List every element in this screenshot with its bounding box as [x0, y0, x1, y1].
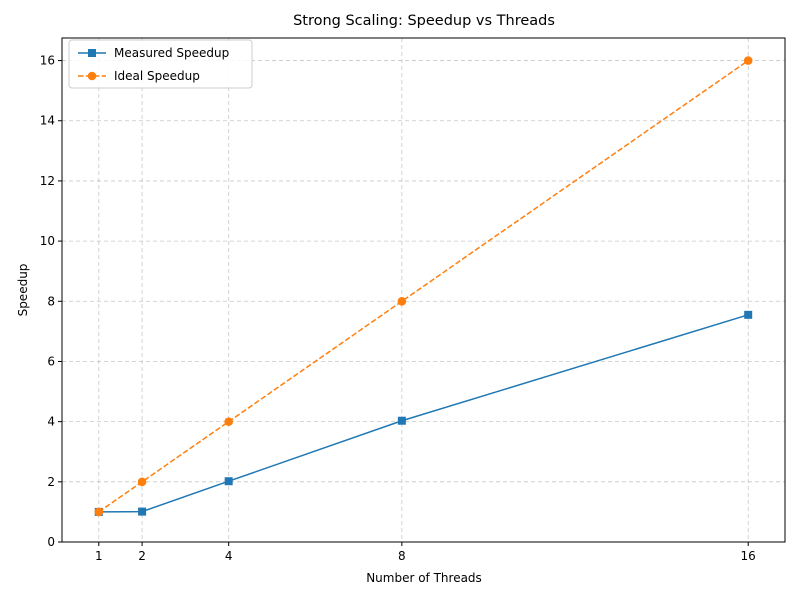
data-point-ideal-speedup	[94, 507, 104, 517]
legend-marker-ideal	[87, 71, 97, 81]
x-tick-label: 1	[95, 549, 103, 563]
x-tick-label: 2	[138, 549, 146, 563]
data-point-ideal-speedup	[743, 56, 753, 65]
y-tick-label: 14	[40, 114, 55, 128]
x-axis-title: Number of Threads	[366, 571, 482, 585]
plot-frame	[61, 37, 786, 543]
y-tick-label: 0	[47, 535, 55, 549]
y-tick-label: 16	[40, 54, 55, 68]
data-point-measured-speedup	[397, 416, 406, 425]
legend-marker-measured	[88, 49, 96, 57]
legend-frame	[68, 39, 253, 89]
data-point-ideal-speedup	[224, 417, 233, 426]
series-layer	[94, 56, 753, 517]
data-point-measured-speedup	[138, 507, 147, 516]
data-point-ideal-speedup	[137, 477, 147, 487]
x-tick-label: 16	[741, 549, 756, 563]
y-tick-label: 2	[47, 475, 55, 489]
y-tick-label: 10	[40, 234, 55, 248]
y-tick-label: 8	[47, 294, 55, 308]
y-tick-label: 12	[40, 174, 55, 188]
x-tick-label: 4	[225, 549, 233, 563]
data-point-measured-speedup	[224, 477, 233, 486]
data-point-ideal-speedup	[397, 296, 407, 306]
legend-label-measured: Measured Speedup	[114, 46, 229, 60]
legend: Measured Speedup Ideal Speedup	[68, 39, 253, 89]
chart-title: Strong Scaling: Speedup vs Threads	[293, 13, 555, 29]
legend-label-ideal: Ideal Speedup	[114, 69, 200, 83]
data-point-measured-speedup	[744, 310, 753, 319]
x-tick-label: 8	[398, 549, 406, 563]
plot-area	[62, 38, 785, 542]
y-axis-title: Speedup	[16, 264, 30, 317]
y-tick-label: 6	[47, 354, 55, 368]
y-tick-label: 4	[47, 415, 55, 429]
